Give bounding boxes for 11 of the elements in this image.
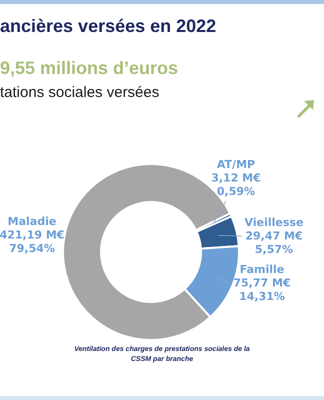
data-label: 75,77 M€ 14,31% [233,276,291,303]
data-label: 3,12 M€ 0,59% [211,172,261,198]
text: tations sociales versées [0,84,160,101]
slice-label: AT/MP [216,158,256,171]
slice-label: Famille [240,263,284,276]
chart-title: ancières versées en 2022 [0,16,216,37]
data-label: 29,47 M€ 5,57% [245,230,303,256]
slice-label: Maladie [8,215,56,228]
data-label: 421,19 M€ 79,54% [0,228,64,255]
chart-subtitle: 9,55 millions d’euros [0,58,178,79]
slice-label: Vieillesse [244,216,304,229]
